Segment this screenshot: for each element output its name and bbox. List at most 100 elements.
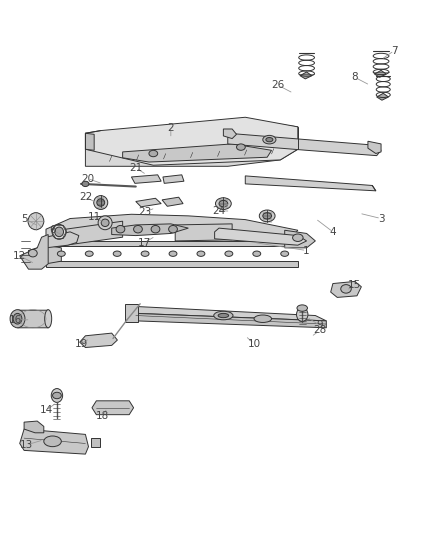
Polygon shape: [46, 241, 298, 246]
Text: 12: 12: [13, 251, 26, 261]
Ellipse shape: [297, 308, 308, 321]
Polygon shape: [285, 230, 315, 248]
Ellipse shape: [214, 311, 233, 320]
Ellipse shape: [94, 196, 108, 209]
Text: 3: 3: [378, 214, 385, 223]
Ellipse shape: [44, 436, 61, 447]
Polygon shape: [85, 120, 298, 166]
Ellipse shape: [53, 392, 61, 399]
Ellipse shape: [55, 227, 64, 237]
Text: 21: 21: [129, 163, 142, 173]
Ellipse shape: [116, 225, 125, 233]
Ellipse shape: [57, 251, 65, 256]
Ellipse shape: [169, 251, 177, 256]
Polygon shape: [46, 214, 298, 241]
Polygon shape: [112, 224, 188, 236]
Ellipse shape: [28, 213, 44, 230]
Ellipse shape: [98, 216, 112, 230]
Polygon shape: [175, 224, 232, 241]
Ellipse shape: [13, 313, 22, 324]
Polygon shape: [136, 198, 161, 207]
Text: 20: 20: [81, 174, 94, 183]
Text: 17: 17: [138, 238, 151, 247]
Polygon shape: [374, 70, 386, 77]
Ellipse shape: [254, 315, 272, 322]
Ellipse shape: [52, 224, 66, 239]
Ellipse shape: [266, 138, 273, 142]
Ellipse shape: [263, 213, 272, 219]
Text: 18: 18: [96, 411, 110, 421]
Polygon shape: [131, 175, 161, 183]
Ellipse shape: [149, 150, 158, 157]
Ellipse shape: [237, 144, 245, 150]
Polygon shape: [80, 333, 117, 348]
Polygon shape: [46, 232, 79, 248]
Polygon shape: [85, 117, 298, 165]
Polygon shape: [377, 93, 389, 100]
Text: 16: 16: [9, 315, 22, 325]
Text: 7: 7: [391, 46, 398, 55]
Polygon shape: [245, 176, 376, 191]
Text: 2: 2: [167, 123, 174, 133]
Ellipse shape: [101, 219, 109, 227]
Ellipse shape: [341, 285, 351, 293]
Text: 6: 6: [49, 225, 56, 235]
Ellipse shape: [297, 305, 307, 311]
Polygon shape: [24, 421, 44, 433]
Text: 13: 13: [20, 440, 33, 450]
Polygon shape: [162, 197, 183, 206]
Ellipse shape: [293, 234, 303, 241]
Ellipse shape: [82, 181, 89, 187]
Ellipse shape: [45, 310, 52, 328]
Ellipse shape: [51, 389, 63, 402]
Ellipse shape: [85, 251, 93, 256]
Ellipse shape: [281, 251, 289, 256]
Polygon shape: [46, 261, 298, 266]
Ellipse shape: [97, 199, 105, 206]
Polygon shape: [18, 310, 50, 328]
Text: 14: 14: [39, 406, 53, 415]
Polygon shape: [20, 235, 48, 269]
Text: 9: 9: [316, 320, 323, 330]
Ellipse shape: [218, 313, 229, 318]
Polygon shape: [163, 175, 184, 183]
Ellipse shape: [219, 200, 228, 207]
Text: 23: 23: [138, 207, 151, 217]
Text: 10: 10: [247, 339, 261, 349]
Text: 24: 24: [212, 206, 226, 215]
Polygon shape: [228, 133, 381, 156]
Polygon shape: [92, 401, 134, 415]
Polygon shape: [300, 72, 312, 79]
Ellipse shape: [259, 210, 275, 222]
Polygon shape: [20, 429, 88, 454]
Ellipse shape: [225, 251, 233, 256]
Text: 26: 26: [272, 80, 285, 90]
Polygon shape: [136, 313, 326, 328]
Polygon shape: [125, 304, 138, 322]
Ellipse shape: [197, 251, 205, 256]
Text: 1: 1: [303, 246, 310, 255]
Text: 22: 22: [79, 192, 92, 202]
Polygon shape: [223, 129, 237, 139]
Polygon shape: [136, 306, 326, 321]
Ellipse shape: [253, 251, 261, 256]
Ellipse shape: [10, 310, 25, 328]
Ellipse shape: [113, 251, 121, 256]
Ellipse shape: [263, 135, 276, 144]
Ellipse shape: [28, 249, 37, 257]
Text: 15: 15: [348, 280, 361, 290]
Polygon shape: [91, 438, 100, 447]
Text: 11: 11: [88, 212, 101, 222]
Text: 28: 28: [313, 326, 326, 335]
Ellipse shape: [141, 251, 149, 256]
Polygon shape: [368, 141, 381, 154]
Polygon shape: [331, 281, 361, 297]
Polygon shape: [66, 221, 123, 245]
Polygon shape: [28, 245, 61, 264]
Text: 8: 8: [351, 72, 358, 82]
Text: 4: 4: [329, 227, 336, 237]
Text: 5: 5: [21, 214, 28, 223]
Ellipse shape: [134, 225, 142, 233]
Polygon shape: [85, 133, 94, 150]
Ellipse shape: [215, 198, 231, 209]
